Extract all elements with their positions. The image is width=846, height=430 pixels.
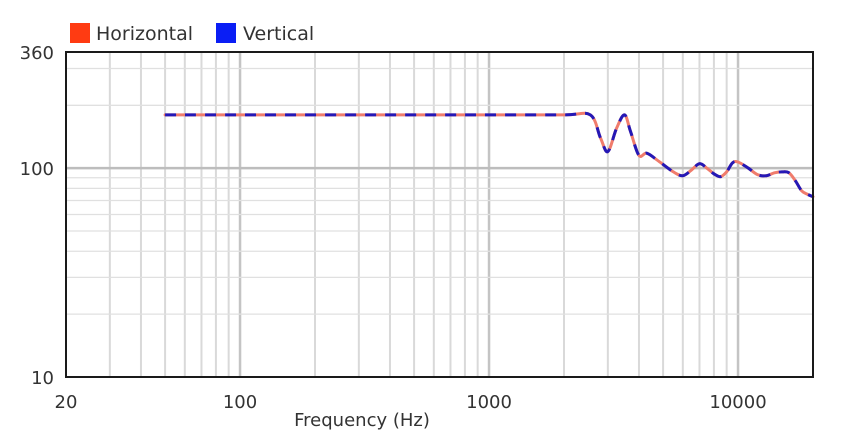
y-tick-label: 10 <box>31 368 54 389</box>
series-layer <box>163 111 815 199</box>
legend-swatch-vertical <box>216 23 236 43</box>
grid <box>66 52 813 377</box>
x-tick-label: 10000 <box>709 392 766 413</box>
y-axis-ticks: 10 100 360 <box>20 43 54 389</box>
x-tick-label: 1000 <box>466 392 512 413</box>
legend: Horizontal Vertical <box>70 23 314 45</box>
legend-label-horizontal: Horizontal <box>96 23 193 45</box>
y-tick-label: 100 <box>20 159 54 180</box>
y-tick-label: 360 <box>20 43 54 64</box>
x-tick-label: 20 <box>55 392 78 413</box>
x-tick-label: 100 <box>223 392 257 413</box>
x-axis-label: Frequency (Hz) <box>294 410 430 430</box>
legend-swatch-horizontal <box>70 23 90 43</box>
series-line-vertical <box>165 111 814 199</box>
legend-label-vertical: Vertical <box>243 23 314 45</box>
x-axis-ticks: 20 100 1000 10000 <box>55 392 767 413</box>
plot-frame <box>65 51 814 378</box>
